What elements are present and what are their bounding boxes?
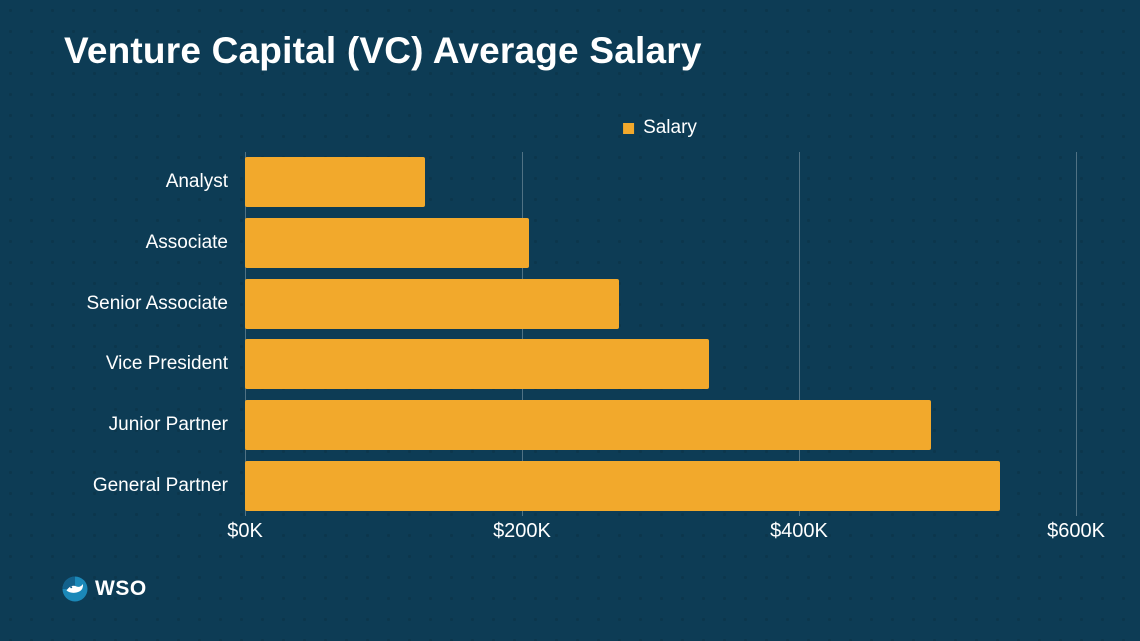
wso-logo-icon xyxy=(62,576,88,602)
value-axis: $0K $200K $400K $600K xyxy=(227,520,1105,550)
salary-bar xyxy=(245,460,1000,511)
bar-row xyxy=(245,273,1076,334)
legend-swatch-icon xyxy=(623,122,635,134)
legend-label: Salary xyxy=(643,117,697,138)
category-axis: Analyst Associate Senior Associate Vice Pre… xyxy=(0,152,228,516)
page-title: Venture Capital (VC) Average Salary xyxy=(64,30,702,71)
category-label: Analyst xyxy=(165,171,228,193)
category-label: Vice President xyxy=(105,353,228,375)
x-tick-label: $200K xyxy=(493,520,551,542)
salary-bar xyxy=(245,157,426,208)
bar-row xyxy=(245,152,1076,213)
salary-bar xyxy=(245,218,529,268)
bar-row xyxy=(245,334,1076,395)
gridline xyxy=(798,152,800,516)
salary-bar xyxy=(245,278,619,329)
x-tick-label: $0K xyxy=(227,520,263,542)
salary-bar xyxy=(245,339,709,390)
chart-legend: Salary xyxy=(623,117,697,139)
category-label: General Partner xyxy=(92,474,228,496)
bar-row xyxy=(245,455,1076,516)
gridline xyxy=(521,152,523,516)
plot-area xyxy=(245,152,1077,516)
category-label: Junior Partner xyxy=(108,414,228,436)
gridline xyxy=(245,152,246,516)
bar-series xyxy=(245,152,1076,516)
bar-row xyxy=(245,213,1076,274)
bar-row xyxy=(245,395,1076,456)
brand-name: WSO xyxy=(95,577,147,600)
x-tick-label: $600K xyxy=(1047,520,1105,542)
gridline xyxy=(1076,152,1077,516)
x-tick-label: $400K xyxy=(770,520,828,542)
category-label: Senior Associate xyxy=(86,292,228,314)
brand-footer: WSO xyxy=(62,576,147,602)
category-label: Associate xyxy=(145,232,228,253)
salary-bar xyxy=(245,400,931,451)
